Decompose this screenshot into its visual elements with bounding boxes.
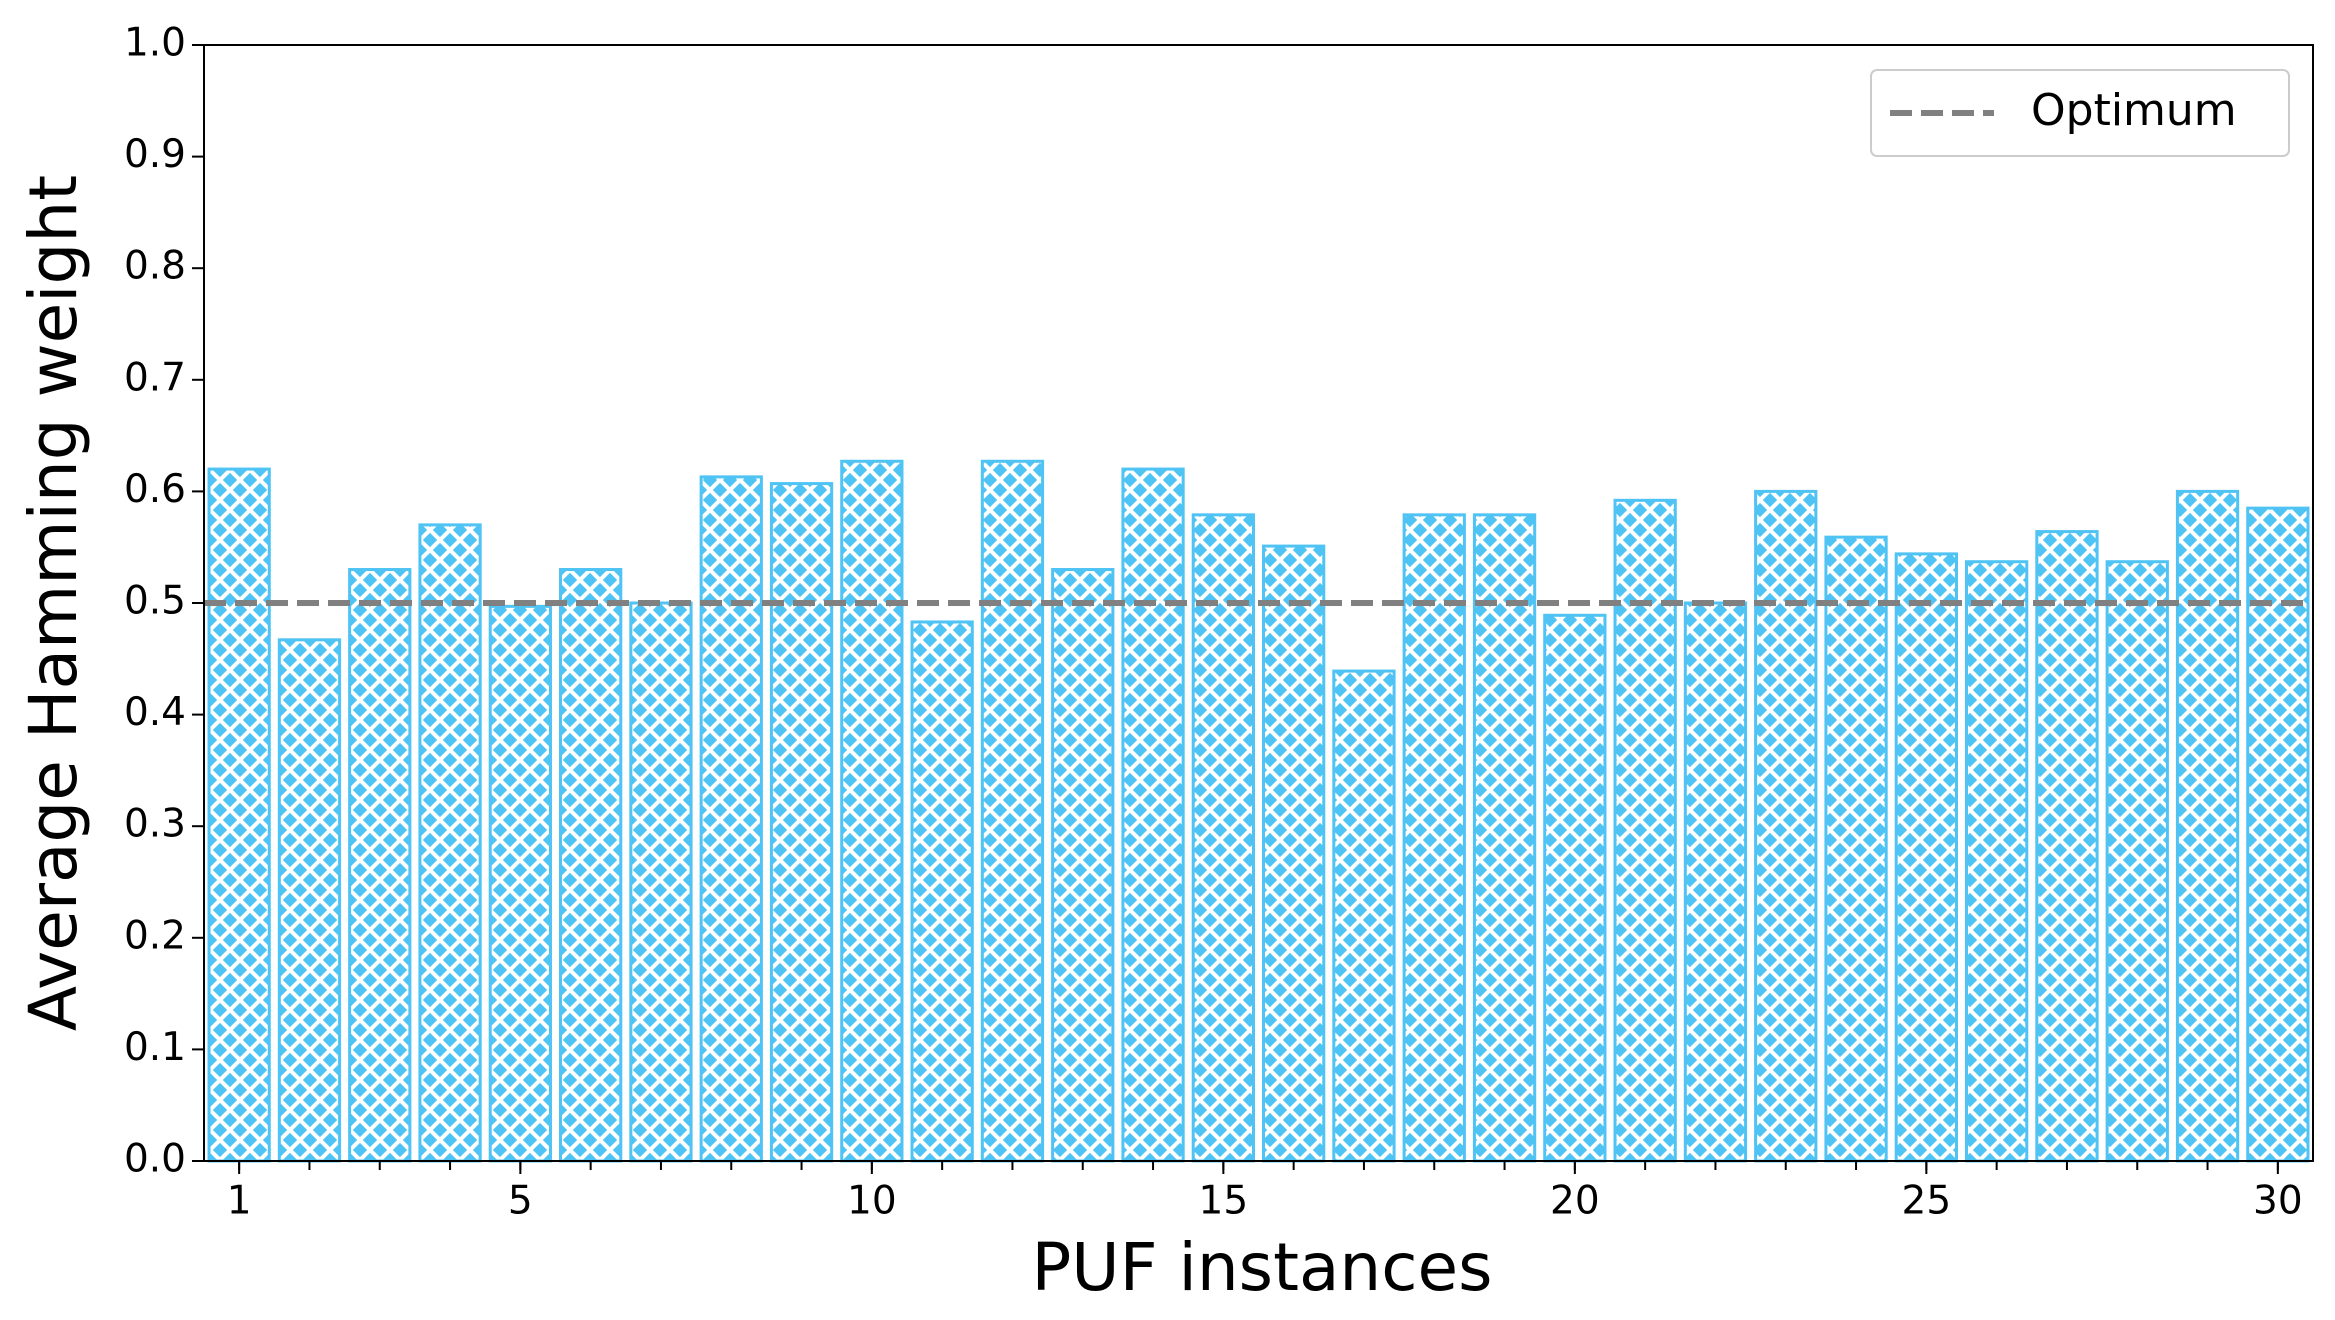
bar [348,568,412,1163]
y-tick-label: 0.6 [124,467,186,512]
bar [2175,489,2240,1163]
y-tick-label: 0.9 [124,132,186,177]
bar [1894,552,1958,1163]
bar [1824,535,1888,1163]
y-tick-label: 0.2 [124,913,186,958]
x-tick-label: 30 [2253,1179,2303,1224]
bar [1191,513,1255,1163]
x-tick-label: 15 [1199,1179,1249,1224]
bar [2035,530,2099,1163]
y-tick-label: 0.3 [124,802,186,847]
bar [1543,613,1607,1163]
bar [1754,489,1818,1163]
y-tick-label: 1.0 [124,21,186,66]
bar [488,604,552,1163]
bar [418,523,482,1163]
x-tick-label: 25 [1902,1179,1952,1224]
bar [629,601,693,1163]
bar [1121,467,1185,1163]
bar [1683,601,1748,1163]
bar [1472,513,1537,1163]
bar [840,459,904,1163]
y-tick-label: 0.7 [124,355,186,400]
y-tick-label: 0.0 [124,1137,186,1182]
legend: Optimum [1870,69,2290,157]
bar [1613,498,1677,1163]
y-tick-label: 0.5 [124,579,186,624]
y-tick-label: 0.8 [124,244,186,289]
plot-frame [203,44,2314,1162]
bar [1332,669,1396,1163]
bar [980,459,1045,1163]
legend-box [1870,69,2290,157]
y-tick-label: 0.4 [124,690,186,735]
bar [2105,560,2169,1163]
bar [1965,560,2029,1163]
x-tick-label: 1 [227,1179,252,1224]
bar [769,482,834,1163]
bar [277,638,342,1163]
legend-label: Optimum [2031,85,2237,136]
bar [207,467,271,1163]
bar [2246,506,2310,1163]
bar [1402,513,1466,1163]
x-tick-label: 10 [847,1179,897,1224]
x-tick-label: 20 [1550,1179,1600,1224]
bar [1262,544,1326,1163]
x-tick-label: 5 [508,1179,533,1224]
bar [910,620,974,1163]
bar [1051,568,1115,1163]
y-tick-label: 0.1 [124,1025,186,1070]
y-axis-label: Average Hamming weight [15,175,92,1031]
bar [699,475,763,1163]
x-axis-label: PUF instances [1031,1229,1492,1306]
bar [559,568,623,1163]
